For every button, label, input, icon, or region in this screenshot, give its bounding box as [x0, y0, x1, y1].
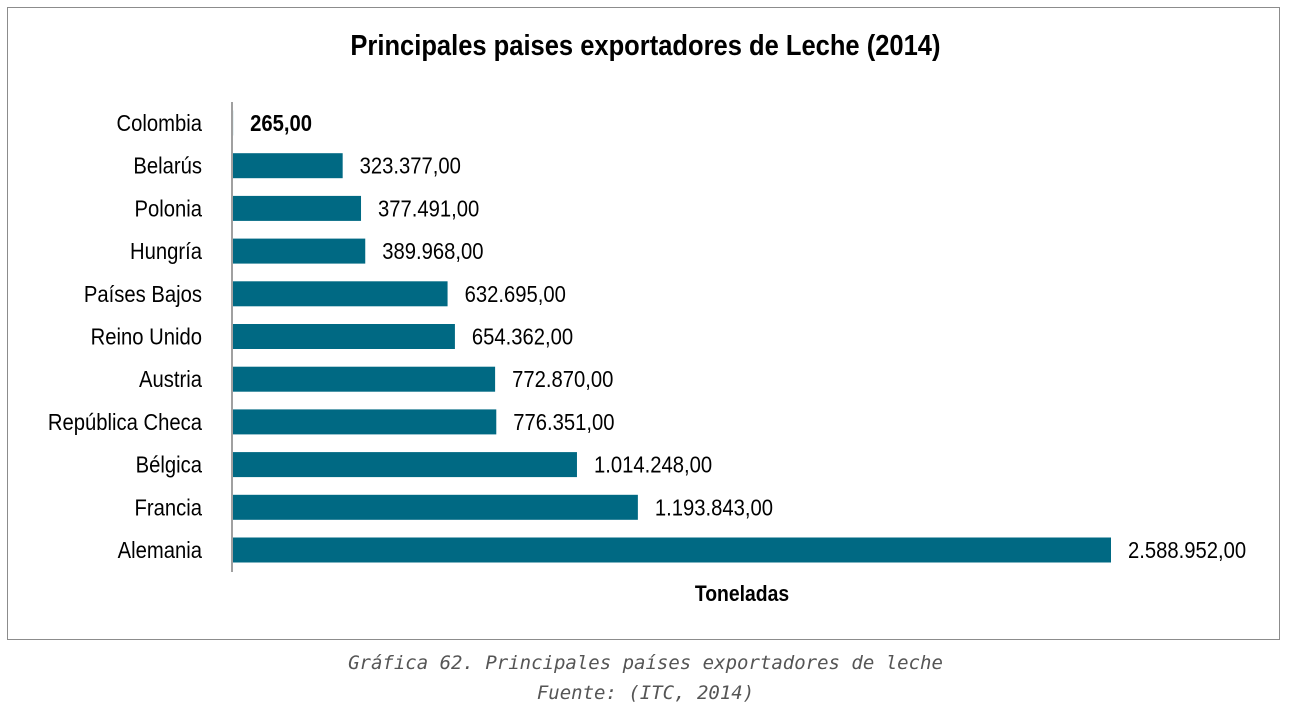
- category-label: Austria: [139, 366, 203, 393]
- value-label: 772.870,00: [512, 366, 613, 393]
- bar-10: [233, 537, 1111, 563]
- chart-title: Principales paises exportadores de Leche…: [350, 30, 941, 62]
- bar-5: [233, 324, 455, 349]
- category-label: Reino Unido: [91, 323, 202, 350]
- bar-7: [233, 409, 497, 435]
- category-label: Países Bajos: [84, 281, 202, 308]
- value-label: 377.491,00: [378, 195, 479, 222]
- value-label: 323.377,00: [360, 152, 461, 179]
- value-label: 776.351,00: [513, 409, 614, 436]
- value-label: 2.588.952,00: [1128, 537, 1246, 564]
- category-label: Colombia: [117, 110, 203, 137]
- category-label: Bélgica: [136, 451, 203, 478]
- bar-3: [233, 238, 366, 264]
- value-label: 1.014.248,00: [594, 451, 712, 478]
- figure-caption: Gráfica 62. Principales países exportado…: [348, 652, 943, 674]
- value-label: 632.695,00: [465, 281, 566, 308]
- figure-source: Fuente: (ITC, 2014): [536, 682, 755, 704]
- category-label: Polonia: [134, 195, 202, 222]
- value-label: 1.193.843,00: [655, 494, 773, 521]
- category-label: Hungría: [130, 238, 203, 265]
- category-label: Belarús: [133, 152, 202, 179]
- bar-1: [233, 153, 343, 179]
- value-label: 265,00: [250, 110, 312, 137]
- value-label: 389.968,00: [382, 238, 483, 265]
- category-label: Alemania: [118, 537, 203, 564]
- bar-8: [233, 452, 577, 478]
- bar-9: [233, 494, 638, 520]
- bar-2: [233, 195, 362, 221]
- value-label: 654.362,00: [472, 323, 573, 350]
- bar-4: [233, 281, 448, 307]
- chart-frame: [7, 7, 1280, 640]
- category-label: República Checa: [48, 409, 203, 436]
- labels-layer: Colombia 265,00 Belarús 323.377,00 Polonia 37…: [48, 110, 1246, 564]
- bar-6: [233, 366, 496, 392]
- category-label: Francia: [135, 494, 203, 521]
- x-axis-title: Toneladas: [695, 582, 789, 606]
- bar-chart: Colombia 265,00 Belarús 323.377,00 Polonia 37…: [48, 102, 1246, 606]
- bars-layer: [233, 110, 1111, 563]
